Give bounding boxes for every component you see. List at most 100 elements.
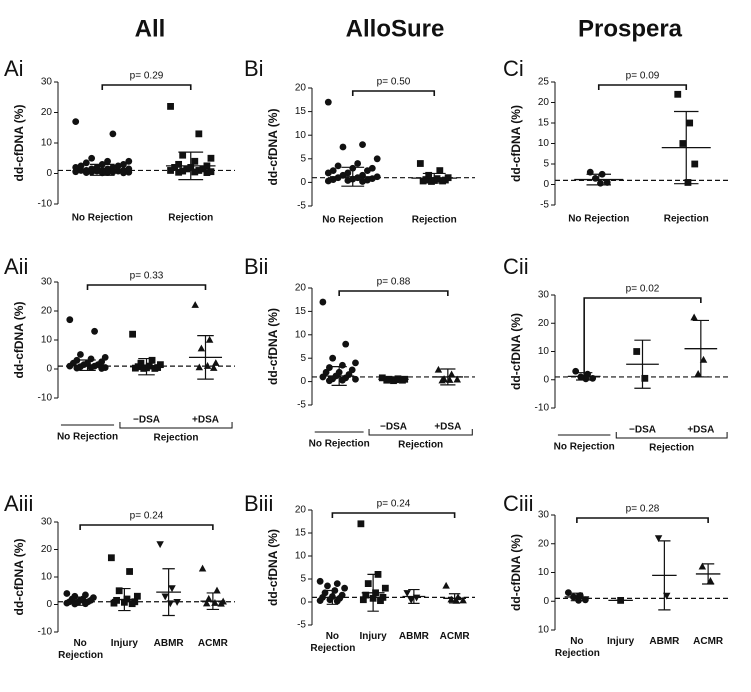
x-tick-label-box: ABMR: [649, 636, 679, 647]
point: [128, 600, 136, 608]
point: [324, 169, 332, 177]
panel-label: Ai: [4, 56, 24, 81]
point: [63, 590, 71, 597]
sd-whisker: [634, 339, 651, 389]
point: [339, 376, 346, 384]
sd-whisker: [79, 359, 96, 372]
sd-whisker: [341, 166, 365, 187]
p-value: p= 0.02: [626, 284, 660, 295]
point: [205, 335, 214, 343]
y-tick-label: 20: [538, 318, 550, 329]
sd-whisker: [118, 587, 131, 612]
point: [88, 154, 96, 162]
point: [447, 370, 456, 378]
point: [686, 119, 694, 127]
y-tick-label: 20: [538, 97, 550, 108]
point: [161, 593, 169, 601]
y-tick-label: 0: [46, 168, 52, 179]
x-tick-label: Rejection: [412, 215, 457, 226]
y-tick-label: -10: [38, 393, 53, 404]
panel-label: Ci: [503, 56, 524, 81]
x-tick-label-box: Injury: [110, 638, 138, 649]
sd-whisker: [440, 368, 456, 386]
point: [329, 354, 337, 362]
point: [110, 599, 118, 607]
y-tick-label: 15: [538, 118, 550, 129]
sd-whisker: [586, 173, 611, 186]
sd-whisker: [408, 588, 420, 604]
x-tick-label-box: Injury: [607, 636, 634, 647]
point: [203, 169, 211, 176]
point: [66, 316, 74, 324]
y-tick-label: -5: [297, 620, 306, 631]
point: [207, 154, 215, 162]
x-tick-label-box: ABMR: [398, 631, 429, 642]
point: [156, 541, 164, 549]
x-tick-label: No Rejection: [57, 432, 118, 443]
point: [199, 165, 207, 173]
y-tick-label: 10: [538, 138, 550, 149]
x-tick-label: ABMR: [398, 631, 429, 642]
point: [428, 178, 435, 185]
point: [684, 179, 692, 186]
point: [342, 340, 350, 348]
sd-whisker: [206, 592, 220, 611]
y-tick-label: 30: [538, 290, 550, 301]
point: [442, 581, 450, 589]
x-tick-label: No Rejection: [554, 442, 615, 453]
x-tick-label: Injury: [110, 638, 138, 649]
point: [373, 155, 381, 163]
sd-whisker: [367, 573, 379, 612]
x-tick-label: No Rejection: [310, 631, 356, 654]
p-value: p= 0.28: [626, 504, 660, 515]
sd-whisker: [448, 593, 461, 604]
point: [120, 169, 127, 177]
significance-bracket: [576, 517, 709, 523]
point: [73, 364, 81, 372]
point: [114, 162, 122, 170]
sd-whisker: [89, 163, 115, 176]
point: [104, 169, 111, 176]
point: [66, 362, 74, 370]
point: [120, 160, 127, 168]
y-tick-label: 20: [41, 306, 53, 317]
sd-whisker: [658, 540, 671, 611]
y-tick-label: -5: [540, 200, 549, 211]
panel-label: Aiii: [4, 491, 33, 516]
column-header: AlloSure: [346, 15, 445, 42]
x-tick-label: No Rejection: [322, 215, 383, 226]
y-tick-label: 10: [41, 138, 53, 149]
y-tick-label: 15: [295, 306, 307, 317]
point: [325, 377, 333, 385]
point: [168, 585, 176, 593]
point: [364, 580, 372, 587]
y-tick-label: 10: [295, 551, 307, 562]
y-axis-label: dd-cfDNA (%): [266, 308, 280, 385]
y-tick-label: 0: [46, 599, 52, 610]
y-axis-label: dd-cfDNA (%): [12, 539, 26, 616]
p-value: p= 0.09: [626, 71, 660, 82]
point: [364, 167, 371, 175]
group-label: Rejection: [153, 433, 198, 444]
point: [167, 103, 174, 110]
point: [694, 370, 702, 377]
significance-bracket: [338, 290, 449, 296]
y-tick-label: 10: [538, 567, 550, 578]
x-tick-label: ACMR: [693, 636, 724, 647]
panel-label: Biii: [244, 491, 273, 516]
point: [217, 599, 225, 607]
y-tick-label: 5: [543, 159, 549, 170]
point: [198, 564, 207, 572]
point: [324, 582, 331, 590]
y-tick-label: 5: [300, 574, 306, 585]
point: [436, 167, 444, 174]
point: [98, 365, 106, 372]
y-axis-label: dd-cfDNA (%): [509, 313, 523, 390]
x-tick-label-box: ABMR: [154, 638, 184, 649]
y-tick-label: 25: [538, 77, 550, 88]
x-tick-label: No Rejection: [568, 214, 629, 225]
point: [362, 591, 370, 599]
point: [679, 140, 687, 147]
significance-bracket: [331, 512, 456, 518]
x-tick-label: −DSA: [133, 415, 160, 426]
